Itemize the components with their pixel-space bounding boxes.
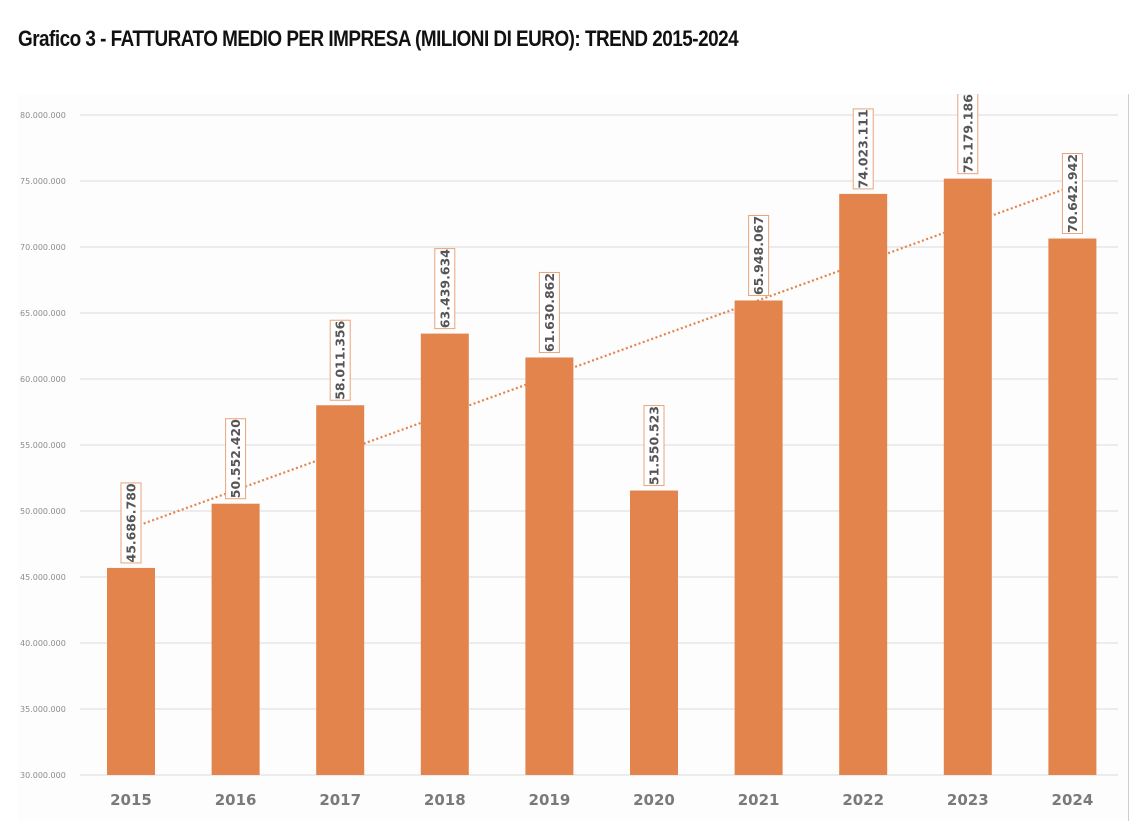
data-label: 51.550.523: [643, 405, 665, 487]
data-label-text: 74.023.111: [856, 109, 871, 188]
data-label-text: 50.552.420: [228, 419, 243, 498]
y-tick-label: 40.000.000: [20, 639, 66, 648]
data-label-box: [329, 319, 351, 401]
data-label-text: 61.630.862: [542, 273, 557, 352]
data-label-text: 75.179.186: [960, 94, 975, 173]
bar: [420, 333, 469, 775]
data-label-box: [225, 418, 247, 500]
data-label: 61.630.862: [538, 271, 560, 353]
data-label: 75.179.186: [957, 94, 979, 175]
data-label-box: [852, 108, 874, 190]
trendline: [130, 185, 1073, 530]
y-axis-ticks: 30.000.000 35.000.000 40.000.000 45.000.000…: [20, 111, 66, 780]
x-tick-label: 2016: [215, 791, 257, 809]
data-label: 50.552.420: [225, 418, 247, 500]
y-tick-label: 30.000.000: [20, 771, 66, 780]
bar: [211, 503, 260, 775]
bar: [943, 178, 992, 775]
x-tick-label: 2018: [424, 791, 466, 809]
x-tick-label: 2024: [1052, 791, 1094, 809]
x-tick-label: 2023: [947, 791, 989, 809]
data-label-box: [120, 482, 142, 564]
x-tick-label: 2015: [110, 791, 152, 809]
y-tick-label: 65.000.000: [20, 309, 66, 318]
y-tick-label: 60.000.000: [20, 375, 66, 384]
bar: [316, 405, 365, 775]
bar: [1048, 238, 1097, 775]
bar: [525, 357, 574, 775]
x-tick-label: 2021: [738, 791, 780, 809]
y-tick-label: 45.000.000: [20, 573, 66, 582]
data-label: 45.686.780: [120, 482, 142, 564]
data-label: 74.023.111: [852, 108, 874, 190]
chart-title: Grafico 3 - FATTURATO MEDIO PER IMPRESA …: [18, 26, 739, 51]
bar: [630, 490, 678, 775]
data-labels: 45.686.780 50.552.420 58.011.356 63.439.634…: [120, 94, 1083, 564]
x-tick-label: 2017: [319, 791, 361, 809]
y-tick-label: 55.000.000: [20, 441, 66, 450]
bar: [734, 300, 783, 775]
bar-chart: 30.000.000 35.000.000 40.000.000 45.000.000…: [20, 94, 1118, 809]
data-label: 65.948.067: [748, 214, 770, 296]
x-axis-ticks: 2015 2016 2017 2018 2019 2020 2021 2022 2023 2024: [110, 791, 1093, 809]
x-tick-label: 2019: [529, 791, 571, 809]
x-tick-label: 2022: [842, 791, 884, 809]
data-label-box: [434, 248, 456, 330]
data-label-text: 45.686.780: [124, 483, 139, 562]
bar: [107, 567, 155, 775]
y-tick-label: 75.000.000: [20, 177, 66, 186]
data-label-box: [643, 405, 665, 487]
data-label: 70.642.942: [1061, 153, 1083, 235]
data-label: 63.439.634: [434, 248, 456, 330]
y-tick-label: 50.000.000: [20, 507, 66, 516]
chart-panel: 30.000.000 35.000.000 40.000.000 45.000.000…: [18, 94, 1129, 821]
data-label-box: [957, 94, 979, 175]
y-tick-label: 80.000.000: [20, 111, 66, 120]
data-label-text: 51.550.523: [647, 406, 662, 485]
trendline-layer: [130, 185, 1073, 530]
data-label-text: 58.011.356: [333, 320, 348, 399]
x-tick-label: 2020: [633, 791, 675, 809]
data-label-box: [748, 214, 770, 296]
data-label-text: 65.948.067: [751, 216, 766, 295]
data-label: 58.011.356: [329, 319, 351, 401]
data-label-box: [538, 271, 560, 353]
y-tick-label: 70.000.000: [20, 243, 66, 252]
data-label-text: 63.439.634: [437, 249, 452, 328]
data-label-box: [1061, 153, 1083, 235]
data-label-text: 70.642.942: [1065, 154, 1080, 233]
bar: [839, 193, 888, 776]
bars: [107, 178, 1097, 776]
y-tick-label: 35.000.000: [20, 705, 66, 714]
